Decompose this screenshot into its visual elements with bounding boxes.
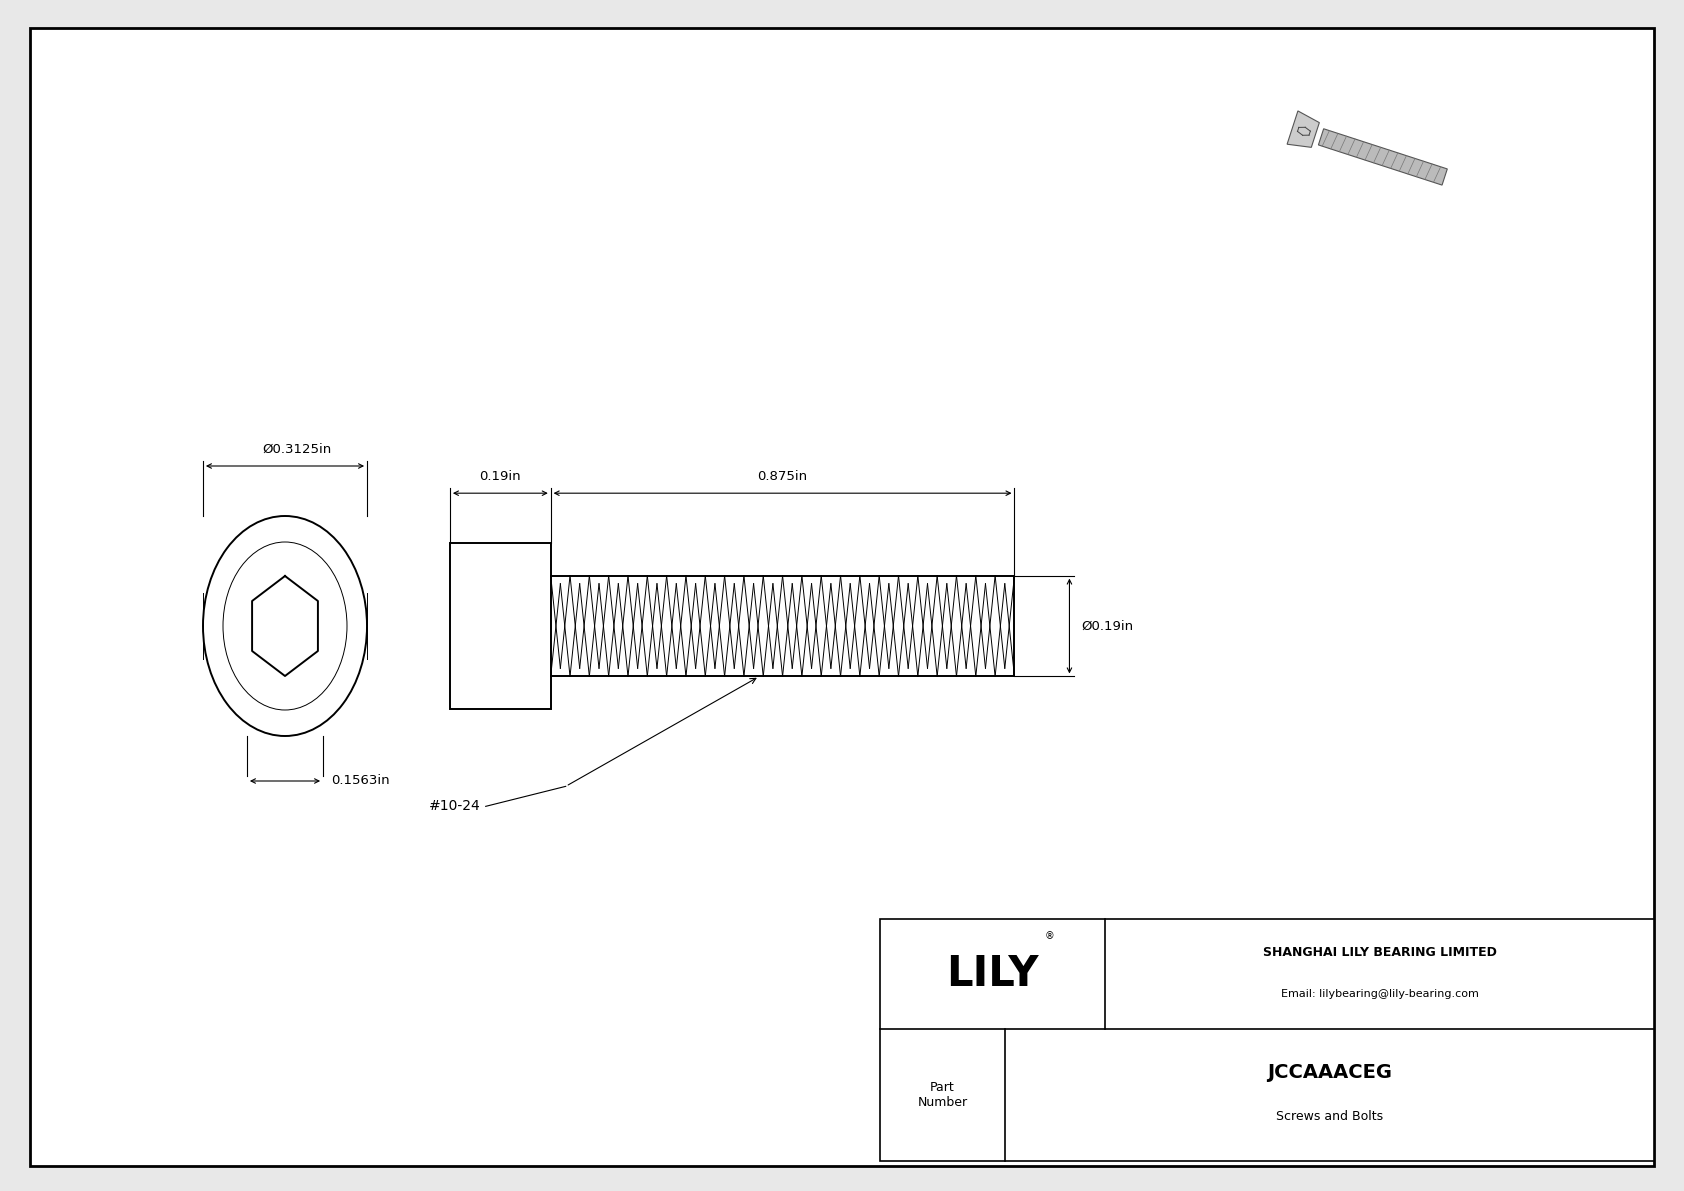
Text: LILY: LILY (946, 953, 1039, 994)
Bar (881, 919, 1654, 1161)
Polygon shape (1287, 111, 1319, 148)
Text: Ø0.3125in: Ø0.3125in (263, 443, 332, 456)
Text: #10-24: #10-24 (429, 799, 480, 813)
Text: SHANGHAI LILY BEARING LIMITED: SHANGHAI LILY BEARING LIMITED (1263, 946, 1497, 959)
Text: JCCAAACEG: JCCAAACEG (1266, 1064, 1393, 1083)
Ellipse shape (204, 516, 367, 736)
Text: 0.875in: 0.875in (758, 470, 808, 484)
Text: Part
Number: Part Number (918, 1081, 968, 1109)
Text: Screws and Bolts: Screws and Bolts (1276, 1110, 1383, 1123)
Text: 0.1563in: 0.1563in (332, 774, 389, 787)
Polygon shape (1319, 129, 1447, 185)
Text: 0.19in: 0.19in (480, 470, 520, 484)
Text: Email: lilybearing@lily-bearing.com: Email: lilybearing@lily-bearing.com (1280, 989, 1479, 999)
Text: ®: ® (1044, 931, 1054, 941)
Bar (450, 543, 551, 709)
Text: Ø0.19in: Ø0.19in (1081, 619, 1133, 632)
